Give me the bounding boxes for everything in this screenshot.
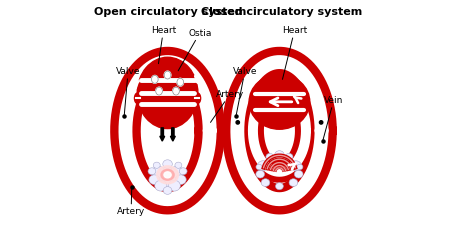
Ellipse shape — [163, 160, 172, 168]
Ellipse shape — [156, 87, 162, 95]
Ellipse shape — [275, 183, 283, 190]
Ellipse shape — [290, 161, 301, 171]
Ellipse shape — [177, 78, 183, 86]
Ellipse shape — [163, 187, 172, 194]
Ellipse shape — [294, 170, 303, 178]
Ellipse shape — [151, 76, 158, 83]
Ellipse shape — [256, 164, 262, 170]
FancyArrow shape — [170, 128, 175, 141]
Text: Open circulatory system: Open circulatory system — [94, 7, 246, 17]
Ellipse shape — [297, 164, 303, 170]
Text: Artery: Artery — [117, 187, 145, 216]
Ellipse shape — [256, 170, 265, 178]
Ellipse shape — [257, 161, 269, 171]
Ellipse shape — [149, 175, 160, 184]
Ellipse shape — [152, 166, 165, 178]
Ellipse shape — [175, 162, 182, 168]
Ellipse shape — [153, 162, 160, 168]
Ellipse shape — [168, 180, 180, 191]
Circle shape — [319, 121, 323, 124]
Ellipse shape — [266, 153, 274, 160]
Text: Artery: Artery — [211, 90, 244, 122]
Ellipse shape — [164, 71, 171, 79]
Ellipse shape — [173, 87, 179, 95]
Ellipse shape — [289, 179, 298, 186]
Ellipse shape — [175, 175, 186, 184]
Text: Vein: Vein — [323, 96, 343, 141]
Ellipse shape — [194, 93, 201, 104]
Ellipse shape — [164, 172, 171, 178]
Text: Valve: Valve — [232, 67, 257, 115]
Ellipse shape — [157, 166, 178, 184]
Ellipse shape — [135, 93, 141, 104]
Ellipse shape — [285, 153, 293, 160]
Ellipse shape — [170, 166, 183, 178]
Text: Ostia: Ostia — [178, 29, 212, 71]
Ellipse shape — [275, 151, 284, 159]
Text: Closed circulatory system: Closed circulatory system — [201, 7, 362, 17]
Ellipse shape — [148, 168, 156, 175]
Ellipse shape — [155, 180, 167, 191]
Ellipse shape — [161, 169, 174, 180]
Text: Heart: Heart — [282, 26, 307, 79]
FancyArrow shape — [160, 128, 164, 141]
Ellipse shape — [179, 168, 187, 175]
Circle shape — [236, 121, 240, 124]
Ellipse shape — [137, 57, 198, 129]
Text: Valve: Valve — [116, 67, 140, 115]
Ellipse shape — [249, 74, 310, 129]
Ellipse shape — [156, 167, 179, 187]
Ellipse shape — [261, 179, 270, 186]
Text: Heart: Heart — [151, 26, 176, 64]
